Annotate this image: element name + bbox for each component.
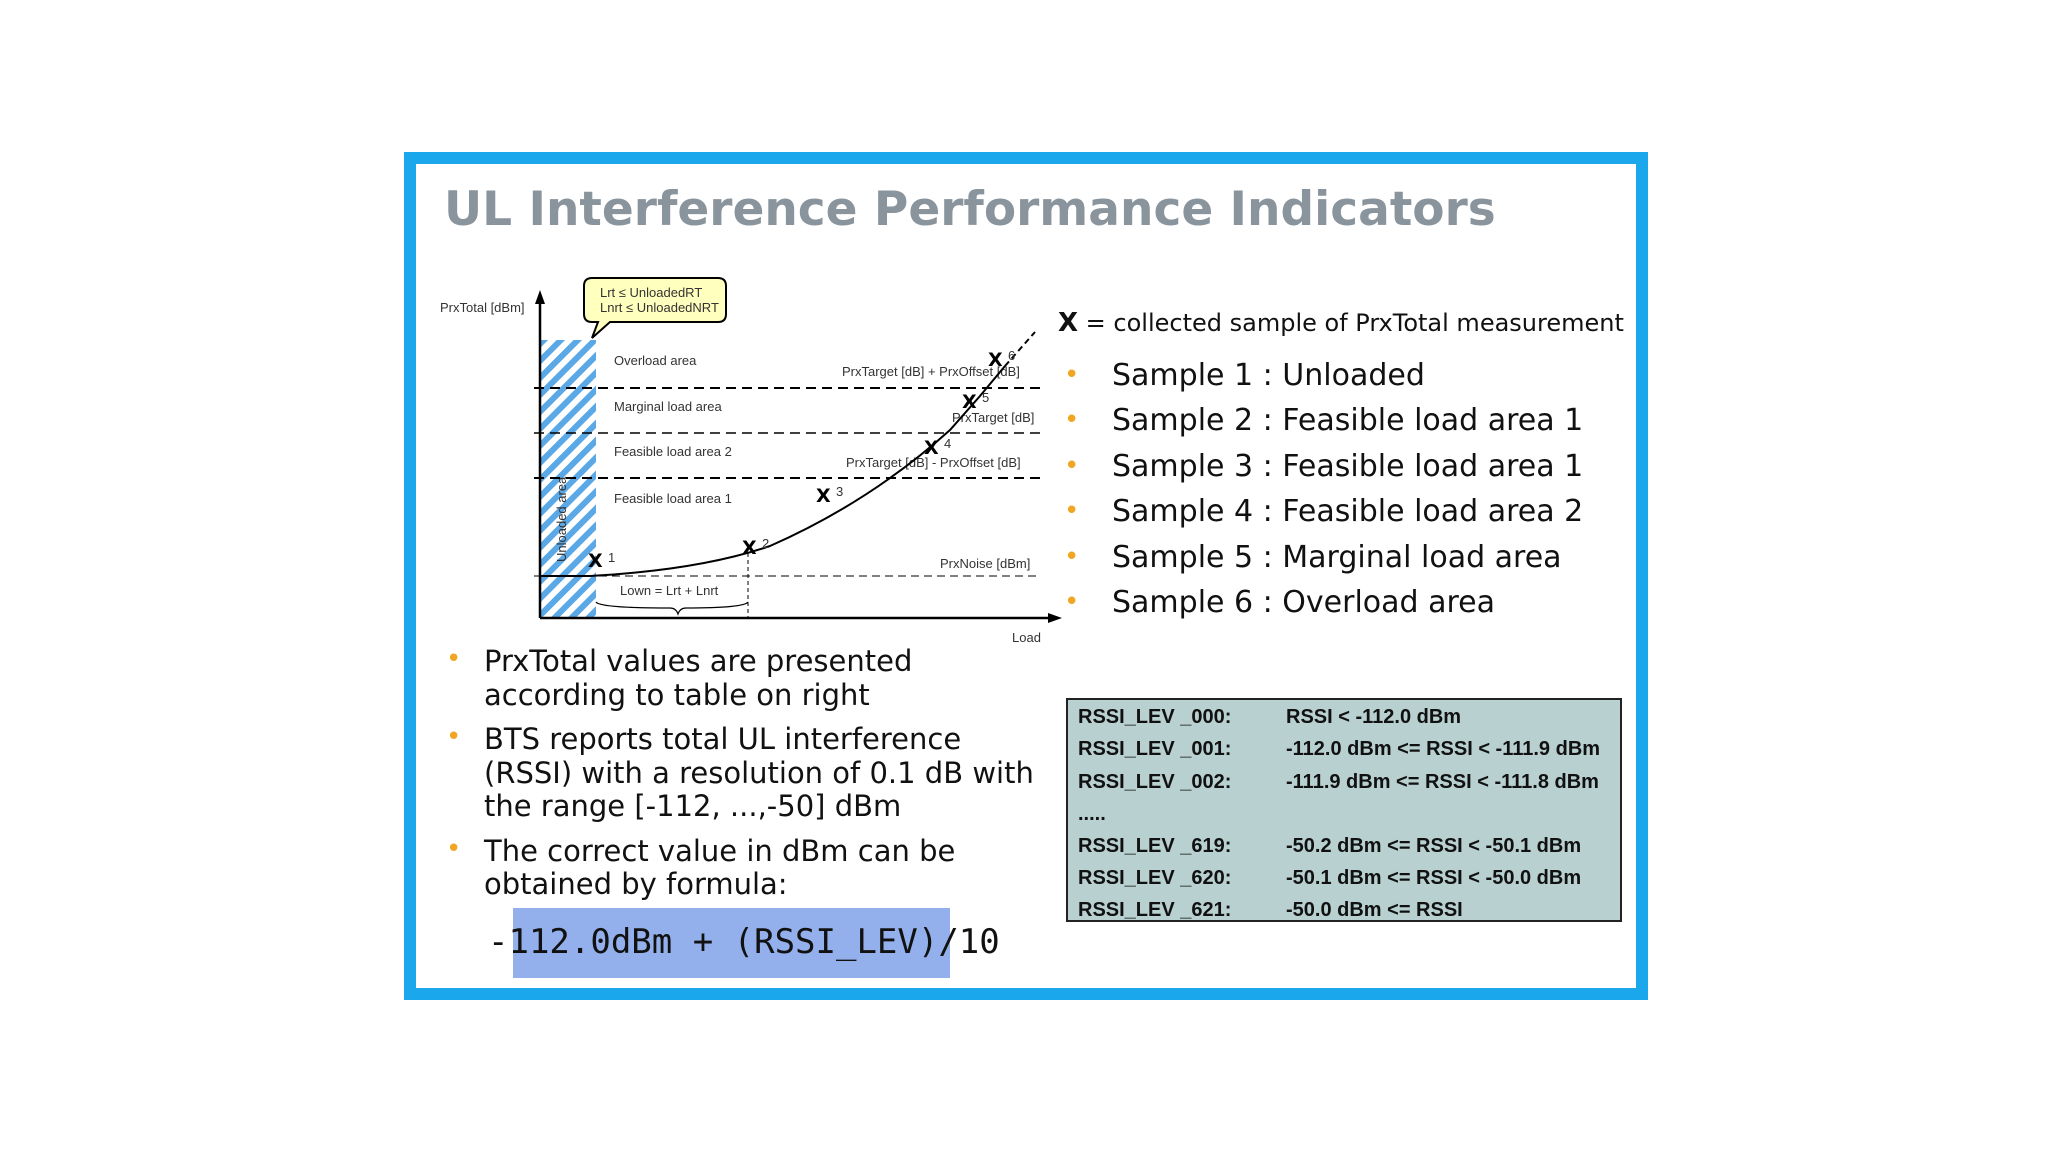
area-label-overload: Overload area — [614, 353, 697, 368]
y-axis-label: PrxTotal [dBm] — [440, 300, 525, 315]
prxtotal-curve-extension — [1004, 331, 1036, 367]
list-item: Sample 3 : Feasible load area 1 — [1064, 444, 1583, 489]
bullet-list: PrxTotal values are presented according … — [446, 643, 1054, 913]
load-area-diagram: Unloaded area PrxTotal [dBm] Load Overlo… — [440, 277, 1062, 645]
list-item: Sample 1 : Unloaded — [1064, 353, 1583, 398]
legend-symbol: X — [1058, 308, 1079, 338]
unloaded-condition-callout: Lrt ≤ UnloadedRT Lnrt ≤ UnloadedNRT — [583, 277, 727, 339]
rssi-range-cell: -111.9 dBm <= RSSI < -111.8 dBm — [1286, 771, 1599, 793]
list-item: BTS reports total UL interference (RSSI)… — [446, 721, 1054, 824]
legend-text: = collected sample of PrxTotal measureme… — [1078, 309, 1624, 337]
callout-bubble — [583, 277, 727, 339]
threshold-label-target: PrxTarget [dB] — [952, 410, 1034, 425]
rssi-level-cell: RSSI_LEV _002: — [1078, 771, 1232, 793]
list-item: PrxTotal values are presented according … — [446, 643, 1054, 712]
x-axis-arrow — [1048, 613, 1062, 623]
rssi-range-cell: -50.1 dBm <= RSSI < -50.0 dBm — [1286, 867, 1582, 889]
rssi-level-cell: RSSI_LEV _000: — [1078, 706, 1232, 728]
rssi-range-cell: RSSI < -112.0 dBm — [1286, 706, 1462, 728]
sample-marker-6-glyph: X — [988, 349, 1003, 371]
rssi-level-cell: RSSI_LEV _620: — [1078, 867, 1232, 889]
sample-marker-1: X 1 — [588, 550, 615, 572]
list-item: Sample 4 : Feasible load area 2 — [1064, 489, 1583, 534]
rssi-formula: -112.0dBm + (RSSI_LEV)/10 — [488, 922, 1000, 962]
rssi-range-cell: -50.0 dBm <= RSSI — [1286, 899, 1463, 921]
legend-line: X = collected sample of PrxTotal measure… — [1058, 308, 1624, 338]
sample-marker-2-number: 2 — [762, 536, 769, 551]
rssi-level-cell: RSSI_LEV _001: — [1078, 738, 1232, 760]
rssi-level-cell: ..... — [1078, 803, 1106, 825]
rssi-range-cell: -50.2 dBm <= RSSI < -50.1 dBm — [1286, 835, 1582, 857]
rssi-range-cell: -112.0 dBm <= RSSI < -111.9 dBm — [1286, 738, 1601, 760]
callout-line-2: Lnrt ≤ UnloadedNRT — [600, 300, 719, 315]
threshold-label-target-minus-offset: PrxTarget [dB] - PrxOffset [dB] — [846, 455, 1021, 470]
lown-brace — [595, 601, 749, 616]
sample-marker-6: X 6 — [988, 348, 1015, 371]
threshold-label-target-plus-offset: PrxTarget [dB] + PrxOffset [dB] — [842, 364, 1020, 379]
unloaded-area-label: Unloaded area — [554, 476, 569, 562]
sample-marker-6-number: 6 — [1008, 348, 1015, 363]
rssi-level-cell: RSSI_LEV _621: — [1078, 899, 1232, 921]
sample-marker-4-number: 4 — [944, 436, 951, 451]
sample-marker-1-glyph: X — [588, 550, 603, 572]
area-label-feasible-1: Feasible load area 1 — [614, 491, 732, 506]
sample-marker-2: X 2 — [742, 536, 769, 559]
formula-selection-highlight — [513, 908, 950, 978]
sample-marker-3: X 3 — [816, 484, 843, 507]
sample-marker-4-glyph: X — [924, 437, 939, 459]
lown-label: Lown = Lrt + Lnrt — [620, 583, 719, 598]
list-item: Sample 6 : Overload area — [1064, 580, 1583, 625]
area-label-marginal: Marginal load area — [614, 399, 722, 414]
slide-title: UL Interference Performance Indicators — [444, 182, 1496, 237]
sample-marker-5: X 5 — [962, 390, 989, 413]
x-axis-label: Load — [1012, 630, 1041, 645]
callout-line-1: Lrt ≤ UnloadedRT — [600, 285, 702, 300]
area-label-feasible-2: Feasible load area 2 — [614, 444, 732, 459]
sample-marker-5-glyph: X — [962, 391, 977, 413]
prxtotal-curve — [540, 365, 1006, 577]
sample-marker-5-number: 5 — [982, 390, 989, 405]
list-item: Sample 2 : Feasible load area 1 — [1064, 398, 1583, 443]
rssi-level-table: RSSI_LEV _000: RSSI < -112.0 dBm RSSI_LE… — [1066, 698, 1622, 922]
y-axis-arrow — [535, 290, 545, 304]
list-item: The correct value in dBm can be obtained… — [446, 833, 1054, 902]
sample-marker-2-glyph: X — [742, 537, 757, 559]
sample-marker-1-number: 1 — [608, 550, 615, 565]
threshold-label-noise: PrxNoise [dBm] — [940, 556, 1030, 571]
sample-marker-3-glyph: X — [816, 485, 831, 507]
list-item: Sample 5 : Marginal load area — [1064, 535, 1583, 580]
sample-marker-4: X 4 — [924, 436, 951, 459]
sample-marker-3-number: 3 — [836, 484, 843, 499]
sample-list: Sample 1 : Unloaded Sample 2 : Feasible … — [1064, 353, 1583, 625]
rssi-level-cell: RSSI_LEV _619: — [1078, 835, 1232, 857]
